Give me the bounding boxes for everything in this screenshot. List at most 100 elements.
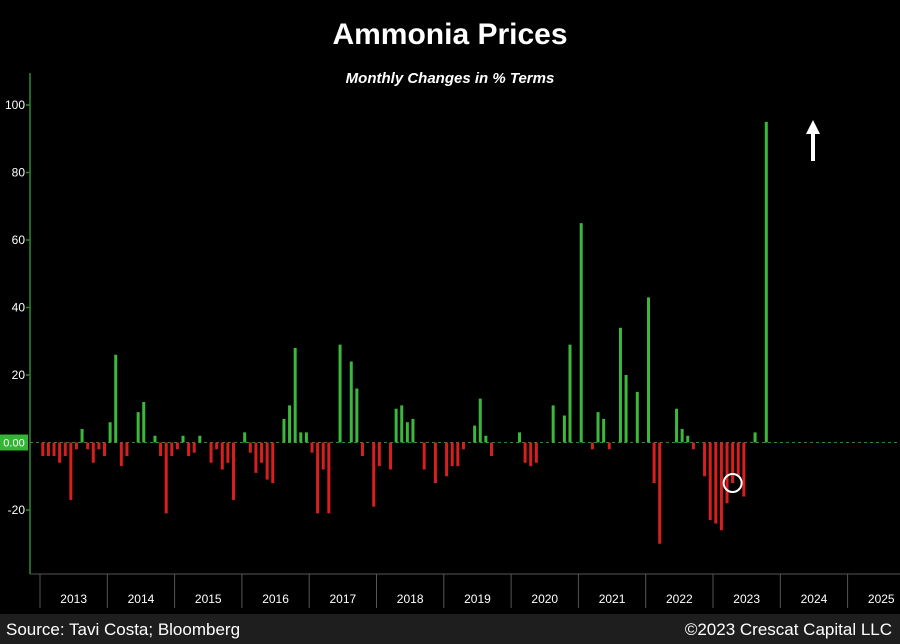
bar	[41, 442, 45, 456]
bar	[647, 297, 650, 443]
bar	[136, 412, 140, 443]
bar	[618, 327, 622, 443]
bar	[58, 442, 62, 463]
bar	[456, 442, 460, 467]
zero-label: 0.00	[3, 438, 24, 450]
chart-title: Ammonia Prices	[332, 18, 568, 51]
bar	[484, 435, 488, 443]
bar	[400, 405, 404, 443]
bar	[551, 405, 555, 443]
bar	[523, 442, 527, 463]
bar	[714, 442, 718, 524]
bar	[231, 442, 235, 500]
bar	[198, 435, 202, 443]
bar	[159, 442, 163, 456]
bar	[254, 442, 258, 473]
bar	[596, 412, 600, 443]
x-tick-label: 2020	[531, 592, 558, 606]
bar	[170, 442, 174, 456]
x-tick-label: 2024	[801, 592, 828, 606]
bar	[142, 402, 146, 443]
y-tick-label: 40	[12, 301, 26, 315]
bar	[703, 442, 707, 477]
bar	[327, 442, 331, 514]
bar	[125, 442, 129, 456]
bar	[310, 442, 314, 453]
y-tick-label: 100	[5, 98, 25, 112]
bar	[658, 442, 662, 544]
bar	[411, 418, 415, 443]
bar	[97, 442, 101, 450]
bar	[607, 442, 611, 450]
footer-bar: Source: Tavi Costa; Bloomberg ©2023 Cres…	[0, 614, 900, 644]
bar	[405, 422, 409, 443]
bar	[220, 442, 224, 470]
bar	[282, 418, 286, 443]
bar	[349, 361, 353, 443]
bar	[293, 348, 297, 443]
x-tick-label: 2017	[329, 592, 356, 606]
bar	[680, 429, 684, 443]
x-tick-label: 2019	[464, 592, 491, 606]
bar	[299, 432, 303, 443]
bar	[450, 442, 454, 467]
y-tick-label: 80	[12, 166, 26, 180]
bar	[725, 442, 729, 504]
bar	[52, 442, 56, 456]
bar	[360, 442, 364, 456]
bar	[675, 408, 679, 443]
bar	[192, 442, 196, 453]
bar	[119, 442, 123, 467]
bar	[226, 442, 230, 463]
bar	[187, 442, 191, 456]
bar	[602, 418, 606, 443]
chart-svg: 100 80 60 40 20 -20 0.00 2013 2014 2015 2016 2017 20…	[0, 73, 900, 608]
x-tick-label: 2018	[397, 592, 424, 606]
bar	[686, 435, 690, 443]
bar	[209, 442, 213, 463]
up-arrow-head	[806, 120, 820, 134]
bar	[422, 442, 426, 470]
bar	[529, 442, 533, 467]
zero-label-box	[0, 434, 28, 451]
bar	[731, 442, 735, 483]
bar	[764, 121, 768, 443]
x-tick-label: 2015	[195, 592, 222, 606]
bar	[304, 432, 308, 443]
y-tick-label: 60	[12, 233, 26, 247]
bar	[175, 442, 179, 450]
bar	[590, 442, 594, 450]
bar	[103, 442, 106, 456]
x-tick-label: 2014	[128, 592, 155, 606]
y-tick-label: -20	[8, 503, 26, 517]
bar	[86, 442, 90, 450]
bar	[181, 435, 185, 443]
bar	[114, 354, 118, 443]
x-tick-label: 2013	[60, 592, 87, 606]
bar	[316, 442, 320, 514]
copyright-note: ©2023 Crescat Capital LLC	[684, 620, 892, 639]
bar	[288, 405, 292, 443]
bar	[736, 442, 740, 477]
bar	[562, 415, 566, 443]
bar	[265, 442, 269, 480]
bar	[753, 432, 757, 443]
bar	[153, 435, 157, 443]
bar	[568, 344, 572, 443]
bar	[338, 344, 342, 443]
bar	[260, 442, 264, 463]
bar	[321, 442, 325, 470]
bar	[461, 442, 465, 450]
bar	[108, 422, 112, 443]
bar	[433, 442, 437, 483]
bar	[719, 442, 723, 531]
x-tick-label: 2025	[868, 592, 895, 606]
bar	[742, 442, 746, 497]
bar	[46, 442, 50, 456]
bar	[691, 442, 695, 450]
bar	[74, 442, 78, 450]
bar	[372, 442, 376, 507]
bar	[445, 442, 449, 477]
bar	[579, 223, 583, 443]
bar	[215, 442, 219, 450]
